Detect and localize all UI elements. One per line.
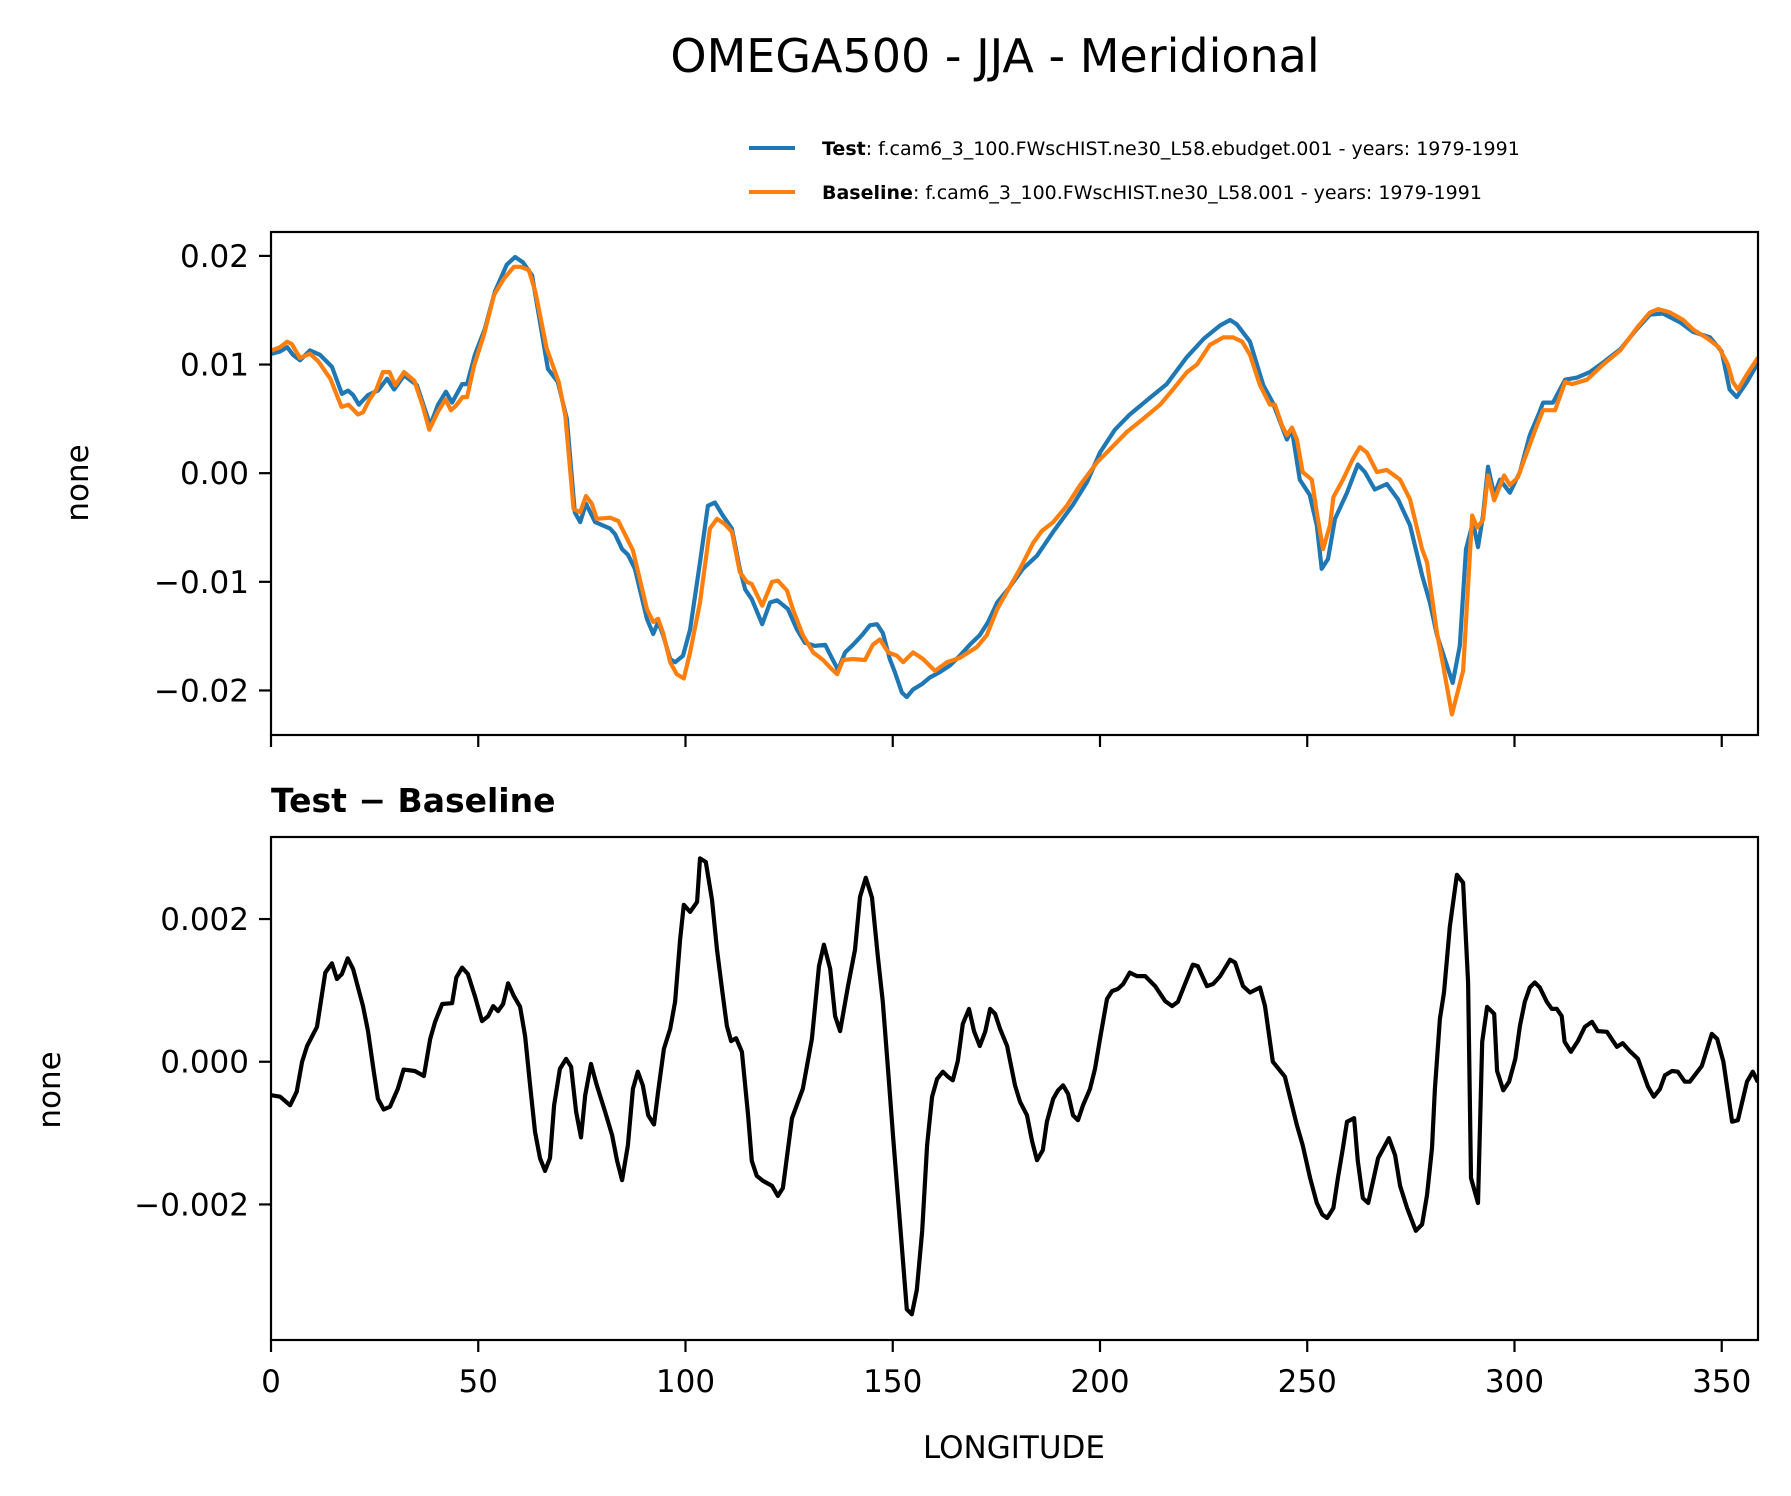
top-series-group	[271, 254, 1758, 717]
top-axes-frame	[269, 230, 1760, 737]
bottom-panel: Test − Baseline 0.002 0.000 −0.002 0 50 100 1…	[32, 781, 1760, 1466]
legend-desc-baseline: : f.cam6_3_100.FWscHIST.ne30_L58.001 - y…	[913, 182, 1482, 204]
bottom-y-tick-label: −0.002	[134, 1187, 249, 1223]
top-series-line-baseline	[271, 264, 1758, 717]
bottom-y-axis-label: none	[32, 1051, 68, 1128]
top-y-tick-label: 0.01	[180, 348, 249, 384]
bottom-x-tick-label: 350	[1692, 1364, 1751, 1400]
bottom-axes-frame	[269, 835, 1760, 1342]
legend-desc-test: : f.cam6_3_100.FWscHIST.ne30_L58.ebudget…	[866, 138, 1520, 160]
bottom-x-tick-label: 250	[1278, 1364, 1337, 1400]
legend-label-baseline: Baseline: f.cam6_3_100.FWscHIST.ne30_L58…	[822, 182, 1482, 204]
bottom-y-tick-label: 0.002	[160, 902, 249, 938]
top-y-axis-label: none	[60, 444, 96, 521]
top-y-tick-label: 0.00	[180, 456, 249, 492]
bottom-x-tick-label: 150	[863, 1364, 922, 1400]
top-series-line-test	[271, 254, 1758, 700]
legend: Test: f.cam6_3_100.FWscHIST.ne30_L58.ebu…	[749, 138, 1520, 204]
top-y-tick-label: −0.01	[154, 565, 249, 601]
top-panel: 0.02 0.01 0.00 −0.01 −0.02 none	[60, 230, 1760, 747]
figure-title: OMEGA500 - JJA - Meridional	[670, 29, 1319, 83]
bottom-y-tick-label: 0.000	[160, 1045, 249, 1081]
bottom-y-ticks: 0.002 0.000 −0.002	[134, 902, 271, 1223]
bottom-x-tick-label: 0	[261, 1364, 281, 1400]
bottom-x-tick-label: 50	[459, 1364, 498, 1400]
x-axis-label: LONGITUDE	[923, 1430, 1105, 1466]
bottom-x-tick-label: 100	[656, 1364, 715, 1400]
top-y-ticks: 0.02 0.01 0.00 −0.01 −0.02	[154, 239, 271, 709]
bottom-panel-title: Test − Baseline	[271, 781, 556, 820]
bottom-x-ticks: 0 50 100 150 200 250 300 350	[261, 1340, 1751, 1400]
legend-name-baseline: Baseline	[822, 182, 913, 204]
top-y-tick-label: −0.02	[154, 673, 249, 709]
top-y-tick-label: 0.02	[180, 239, 249, 275]
top-x-ticks	[269, 735, 1723, 747]
legend-name-test: Test	[822, 138, 866, 160]
bottom-x-tick-label: 300	[1485, 1364, 1544, 1400]
legend-label-test: Test: f.cam6_3_100.FWscHIST.ne30_L58.ebu…	[822, 138, 1520, 160]
bottom-series-group	[271, 856, 1758, 1317]
bottom-series-line-test-baseline	[271, 856, 1758, 1317]
bottom-x-tick-label: 200	[1070, 1364, 1129, 1400]
